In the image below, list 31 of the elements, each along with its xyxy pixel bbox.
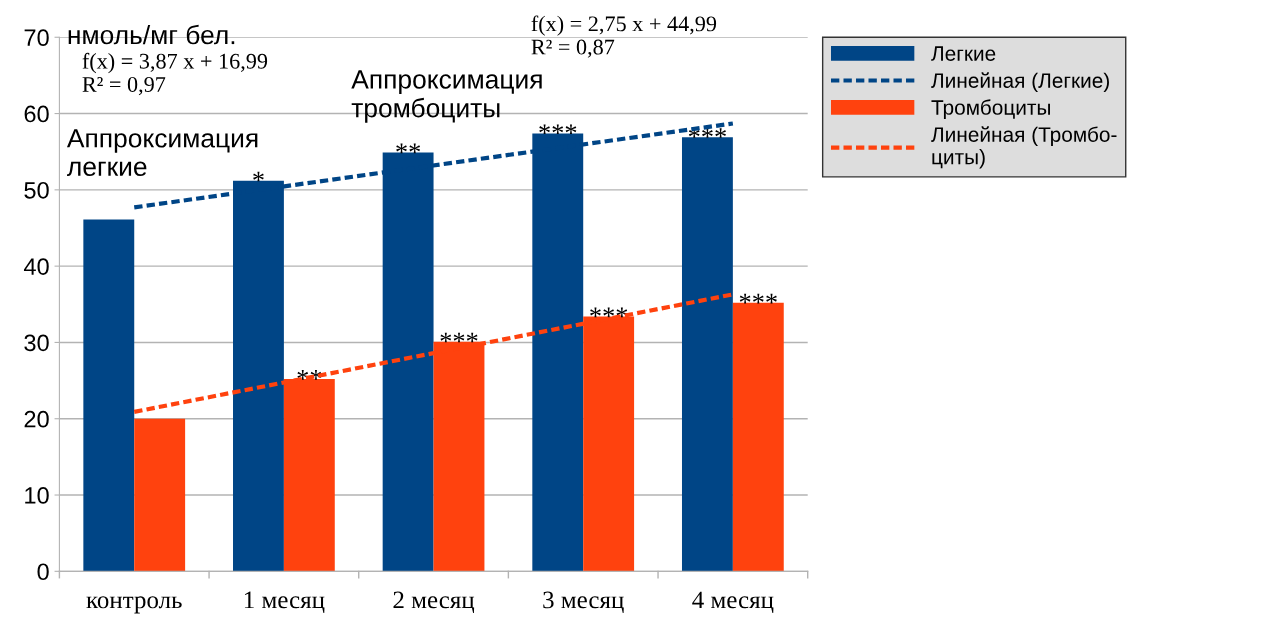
data-label: *** (539, 124, 577, 135)
data-label: ** (396, 143, 421, 154)
legend-label: Линейная (Тромбо- циты) (931, 126, 1117, 169)
y-tick-label: 70 (24, 29, 49, 47)
data-label: *** (440, 332, 478, 343)
legend-label: Линейная (Легкие) (931, 72, 1109, 93)
y-tick-label: 20 (24, 410, 49, 428)
y-tick-label: 60 (24, 105, 49, 123)
x-tick-label: 3 месяц (543, 591, 624, 613)
x-tick-label: контроль (86, 596, 182, 614)
bar (134, 418, 186, 572)
bar (83, 219, 135, 572)
annotation: f(x) = 2,75 x + 44,99 R² = 0,87 (531, 15, 717, 58)
x-tick-label: 1 месяц (244, 591, 325, 613)
y-tick-label: 40 (23, 258, 49, 275)
y-axis-title: нмоль/мг бел. (68, 24, 235, 45)
annotation: Аппроксимация тромбоциты (351, 70, 542, 123)
y-tick-label: 0 (37, 563, 49, 581)
data-label: *** (590, 307, 628, 318)
data-label: *** (739, 293, 777, 304)
y-tick-label: 50 (24, 181, 49, 199)
x-tick-label: 4 месяц (692, 591, 774, 613)
y-tick-label: 10 (25, 487, 49, 504)
data-label: *** (688, 128, 726, 138)
annotation: f(x) = 3,87 x + 16,99 R² = 0,97 (82, 52, 268, 96)
legend-label: Тромбоциты (931, 99, 1050, 119)
bar (732, 302, 784, 572)
y-tick-label: 30 (24, 334, 49, 352)
bar (681, 137, 733, 572)
x-tick-label: 2 месяц (393, 591, 475, 613)
legend-label: Легкие (931, 46, 996, 61)
